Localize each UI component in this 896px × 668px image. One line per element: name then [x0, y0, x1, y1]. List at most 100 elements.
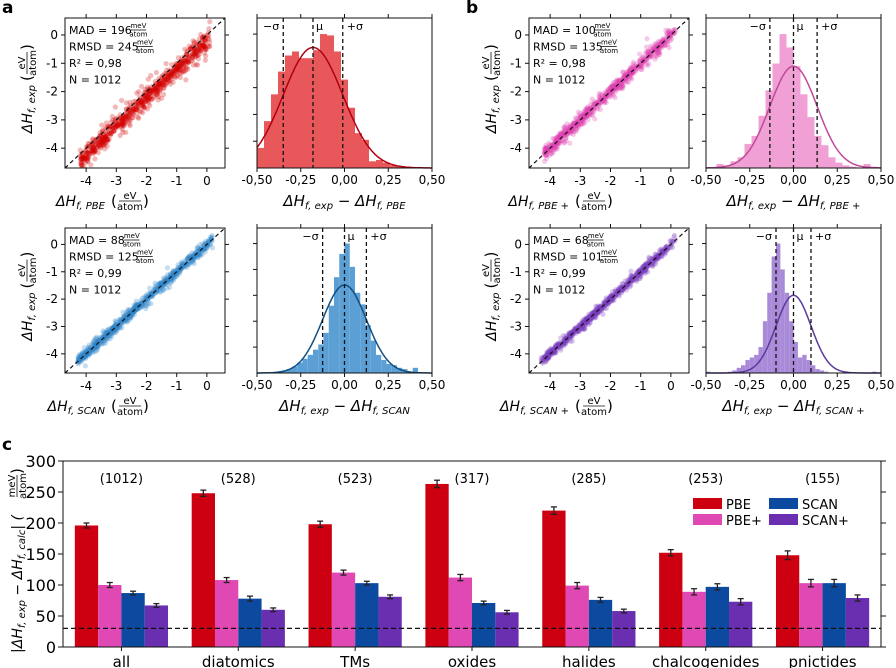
- scatter-point: [545, 145, 551, 151]
- scatter-point: [123, 129, 129, 136]
- scatter-point: [613, 78, 619, 84]
- paren-close: ): [143, 192, 149, 210]
- histogram-bar: [328, 305, 334, 373]
- scatter-point: [612, 80, 618, 86]
- scatter-point: [568, 126, 574, 133]
- scatter-point: [542, 146, 549, 152]
- scatter-point: [192, 50, 198, 56]
- scatter-point: [121, 114, 127, 120]
- scatter-point: [657, 43, 664, 49]
- scatter-point: [160, 81, 166, 87]
- x-axis-label: ΔHf, exp − ΔHf, PBE +: [726, 192, 861, 212]
- histogram-bar: [797, 357, 803, 373]
- scatter-point: [82, 350, 88, 356]
- scatter-point: [130, 311, 136, 317]
- scatter-point: [584, 320, 590, 326]
- scatter-point: [611, 87, 617, 93]
- scatter-point: [205, 35, 211, 41]
- paren-close: ): [607, 192, 613, 210]
- x-axis-label-sub: f, SCAN +: [816, 406, 865, 417]
- scatter-point: [157, 281, 164, 287]
- scatter-point: [82, 353, 88, 359]
- scatter-point: [123, 114, 129, 120]
- scatter-point: [202, 45, 208, 52]
- scatter-point: [652, 43, 658, 50]
- x-axis-label: ΔHf, exp − ΔHf, SCAN: [278, 397, 410, 417]
- scatter-point: [185, 66, 191, 72]
- scatter-point: [568, 130, 574, 137]
- scatter-point: [652, 41, 658, 47]
- scatter-point: [672, 30, 678, 36]
- scatter-point: [202, 242, 208, 248]
- scatter-point: [590, 112, 596, 118]
- scatter-point: [646, 255, 652, 261]
- scatter-point: [167, 271, 174, 278]
- scatter-point: [122, 116, 128, 122]
- bar-scan: [121, 593, 145, 647]
- unit-denominator: atom: [600, 257, 618, 265]
- scatter-point: [133, 103, 140, 109]
- scatter-point: [153, 84, 160, 91]
- scatter-point: [628, 268, 634, 274]
- scatter-point: [100, 138, 107, 145]
- scatter-point: [92, 156, 98, 162]
- scatter-point: [667, 38, 673, 44]
- scatter-point: [160, 85, 167, 92]
- scatter-point: [663, 247, 669, 254]
- scatter-point: [660, 36, 667, 42]
- bar-scan: [705, 586, 730, 647]
- scatter-point: [587, 109, 593, 116]
- unit-numerator: eV: [588, 396, 601, 407]
- scatter-point: [89, 346, 95, 353]
- scatter-point: [554, 340, 561, 347]
- unit-numerator: eV: [124, 396, 137, 407]
- scatter-point: [108, 331, 114, 337]
- scatter-point: [175, 272, 181, 278]
- unit-numerator: meV: [130, 22, 146, 30]
- scatter-point: [196, 251, 202, 257]
- scatter-point: [584, 112, 591, 118]
- scatter-point: [657, 246, 663, 253]
- scatter-point: [607, 85, 613, 91]
- scatter-point: [206, 26, 212, 32]
- histogram-bar: [786, 47, 794, 168]
- scatter-point: [151, 86, 157, 92]
- scatter-point: [156, 75, 162, 82]
- scatter-point: [179, 263, 185, 269]
- scatter-point: [624, 78, 630, 85]
- scatter-point: [98, 138, 104, 144]
- scatter-point: [566, 129, 572, 136]
- minus-sigma-label: −σ: [263, 20, 279, 33]
- scatter-point: [90, 136, 96, 142]
- scatter-point: [84, 157, 91, 164]
- scatter-point: [666, 32, 673, 38]
- scatter-point: [553, 141, 559, 147]
- scatter-point: [179, 265, 185, 271]
- unit-denominator: atom: [28, 50, 39, 76]
- scatter-point: [662, 251, 668, 257]
- scatter-point: [576, 322, 582, 328]
- scatter-point: [614, 79, 620, 85]
- scatter-point: [161, 82, 167, 88]
- scatter-point: [83, 353, 89, 359]
- scatter-point: [612, 293, 618, 300]
- scatter-point: [92, 336, 98, 342]
- scatter-point: [176, 63, 182, 69]
- scatter-point: [159, 281, 165, 287]
- scatter-point: [123, 113, 129, 119]
- scatter-point: [543, 155, 550, 162]
- scatter-point: [171, 275, 178, 281]
- scatter-point: [609, 83, 615, 89]
- scatter-point: [93, 338, 99, 345]
- scatter-point: [95, 338, 101, 344]
- scatter-point: [585, 107, 592, 114]
- scatter-point: [551, 144, 557, 150]
- scatter-point: [551, 348, 557, 354]
- scatter-point: [560, 130, 566, 136]
- scatter-point: [628, 276, 634, 282]
- scatter-point: [166, 77, 172, 83]
- scatter-point: [663, 244, 669, 250]
- scatter-point: [198, 248, 204, 254]
- scatter-point: [547, 346, 553, 352]
